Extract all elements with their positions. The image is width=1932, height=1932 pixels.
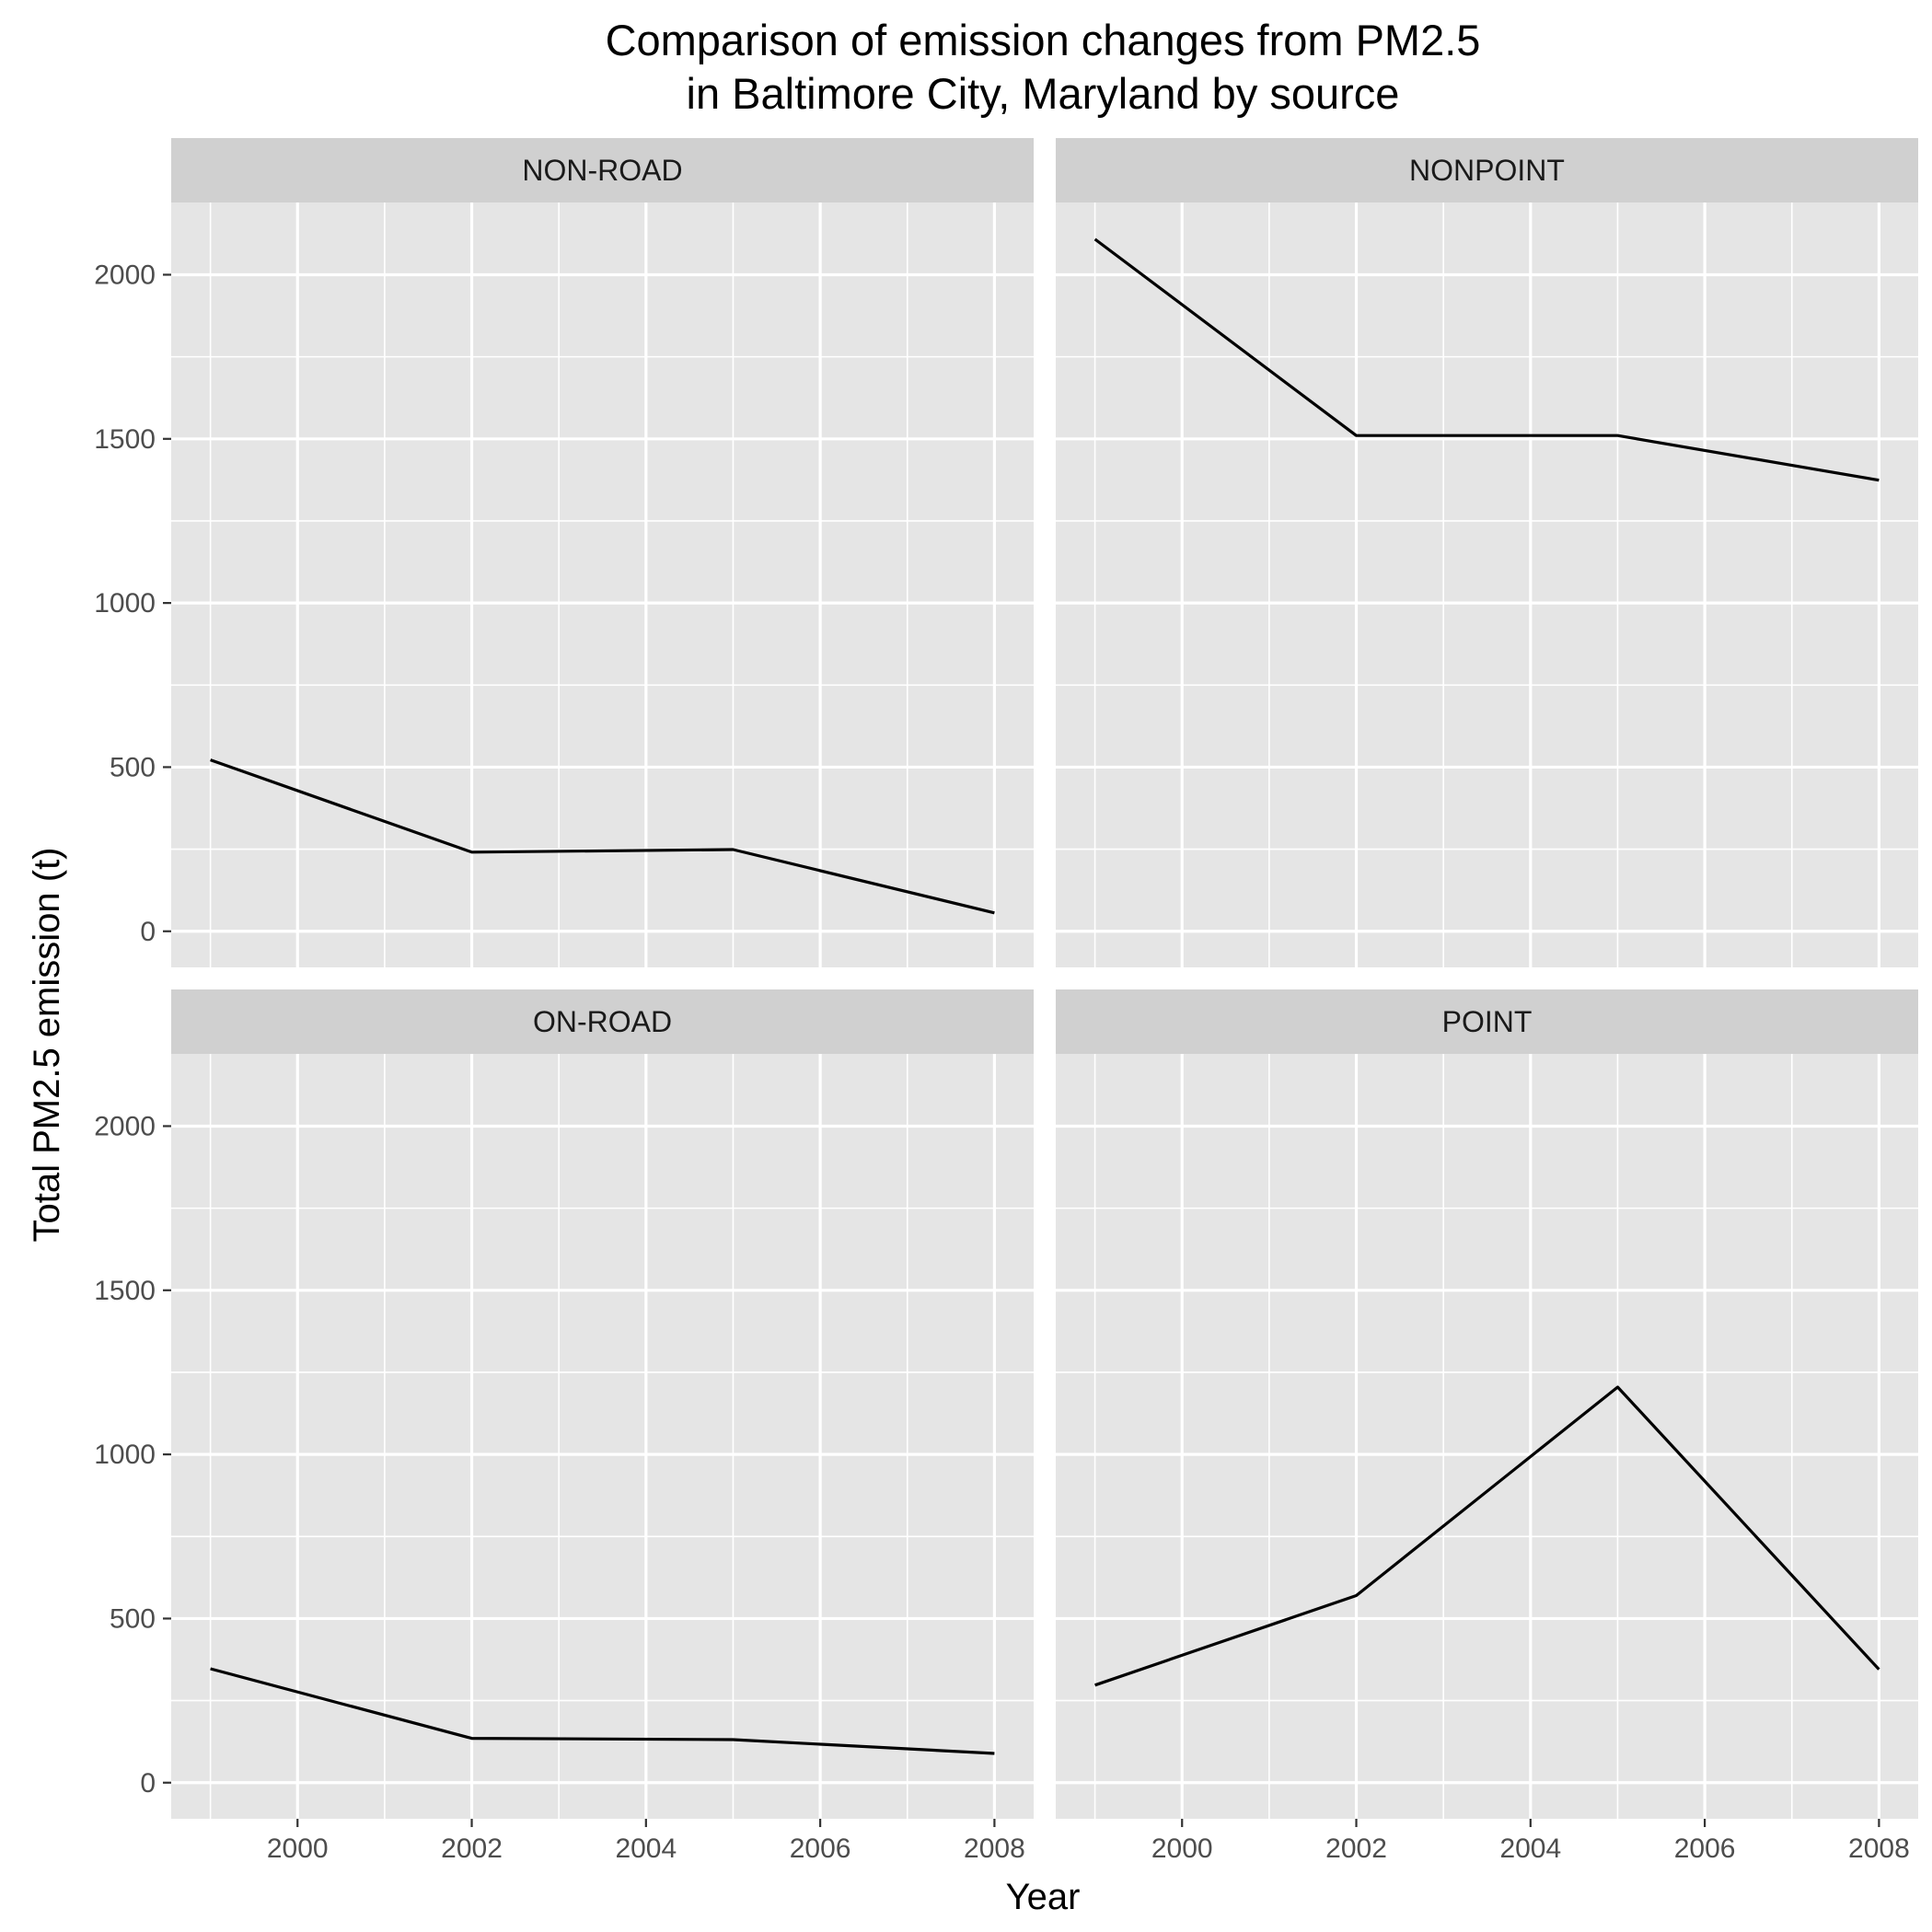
facet-strip xyxy=(171,138,1034,202)
x-tick-label: 2006 xyxy=(790,1834,851,1864)
facet-panels: NON-ROAD 0 500 1000 1500 2000 NONPOINT ON-ROAD 0… xyxy=(94,138,1918,1864)
x-tick-label: 2002 xyxy=(441,1834,503,1864)
y-tick-label: 2000 xyxy=(94,1111,156,1141)
x-tick-label: 2002 xyxy=(1325,1834,1387,1864)
facet-point: POINT 2000 2002 2004 2006 2008 xyxy=(1056,989,1918,1864)
x-tick-label: 2004 xyxy=(615,1834,677,1864)
facet-strip xyxy=(1056,138,1918,202)
y-tick-label: 1000 xyxy=(94,1440,156,1470)
series-line-non-road xyxy=(210,758,995,915)
series-line-on-road xyxy=(210,1667,995,1755)
y-tick-label: 2000 xyxy=(94,260,156,290)
series-line-nonpoint xyxy=(1093,237,1880,482)
y-tick-label: 0 xyxy=(140,1768,156,1799)
x-tick-label: 2000 xyxy=(1151,1834,1213,1864)
panel-background xyxy=(1056,1054,1918,1819)
facet-strip-label: ON-ROAD xyxy=(533,1005,672,1038)
chart-title-line-2: in Baltimore City, Maryland by source xyxy=(687,69,1400,118)
x-tick-label: 2008 xyxy=(1848,1834,1910,1864)
x-tick-label: 2000 xyxy=(267,1834,329,1864)
facet-on-road: ON-ROAD 0 500 1000 1500 2000 2000 2002 2004 2006 2… xyxy=(94,989,1034,1864)
chart-title-line-1: Comparison of emission changes from PM2.… xyxy=(606,16,1481,64)
facet-nonpoint: NONPOINT xyxy=(1056,138,1918,967)
facet-strip-label: NON-ROAD xyxy=(522,154,682,187)
facet-non-road: NON-ROAD 0 500 1000 1500 2000 xyxy=(94,138,1034,967)
y-tick-label: 1500 xyxy=(94,424,156,455)
panel-background xyxy=(171,202,1034,967)
y-axis-title: Total PM2.5 emission (t) xyxy=(27,847,67,1242)
x-tick-label: 2004 xyxy=(1499,1834,1561,1864)
y-tick-label: 1500 xyxy=(94,1276,156,1306)
x-tick-label: 2008 xyxy=(964,1834,1025,1864)
series-line-point xyxy=(1094,1385,1880,1687)
facet-strip-label: POINT xyxy=(1442,1005,1533,1038)
facet-strip xyxy=(1056,989,1918,1054)
panel-background xyxy=(171,1054,1034,1819)
y-tick-label: 1000 xyxy=(94,588,156,619)
panel-background xyxy=(1056,202,1918,967)
y-tick-label: 0 xyxy=(140,917,156,947)
y-tick-label: 500 xyxy=(110,1603,156,1634)
x-axis-title: Year xyxy=(1006,1877,1081,1917)
facet-strip-label: NONPOINT xyxy=(1409,154,1565,187)
y-tick-label: 500 xyxy=(110,752,156,782)
x-tick-label: 2006 xyxy=(1674,1834,1736,1864)
facet-strip xyxy=(171,989,1034,1054)
